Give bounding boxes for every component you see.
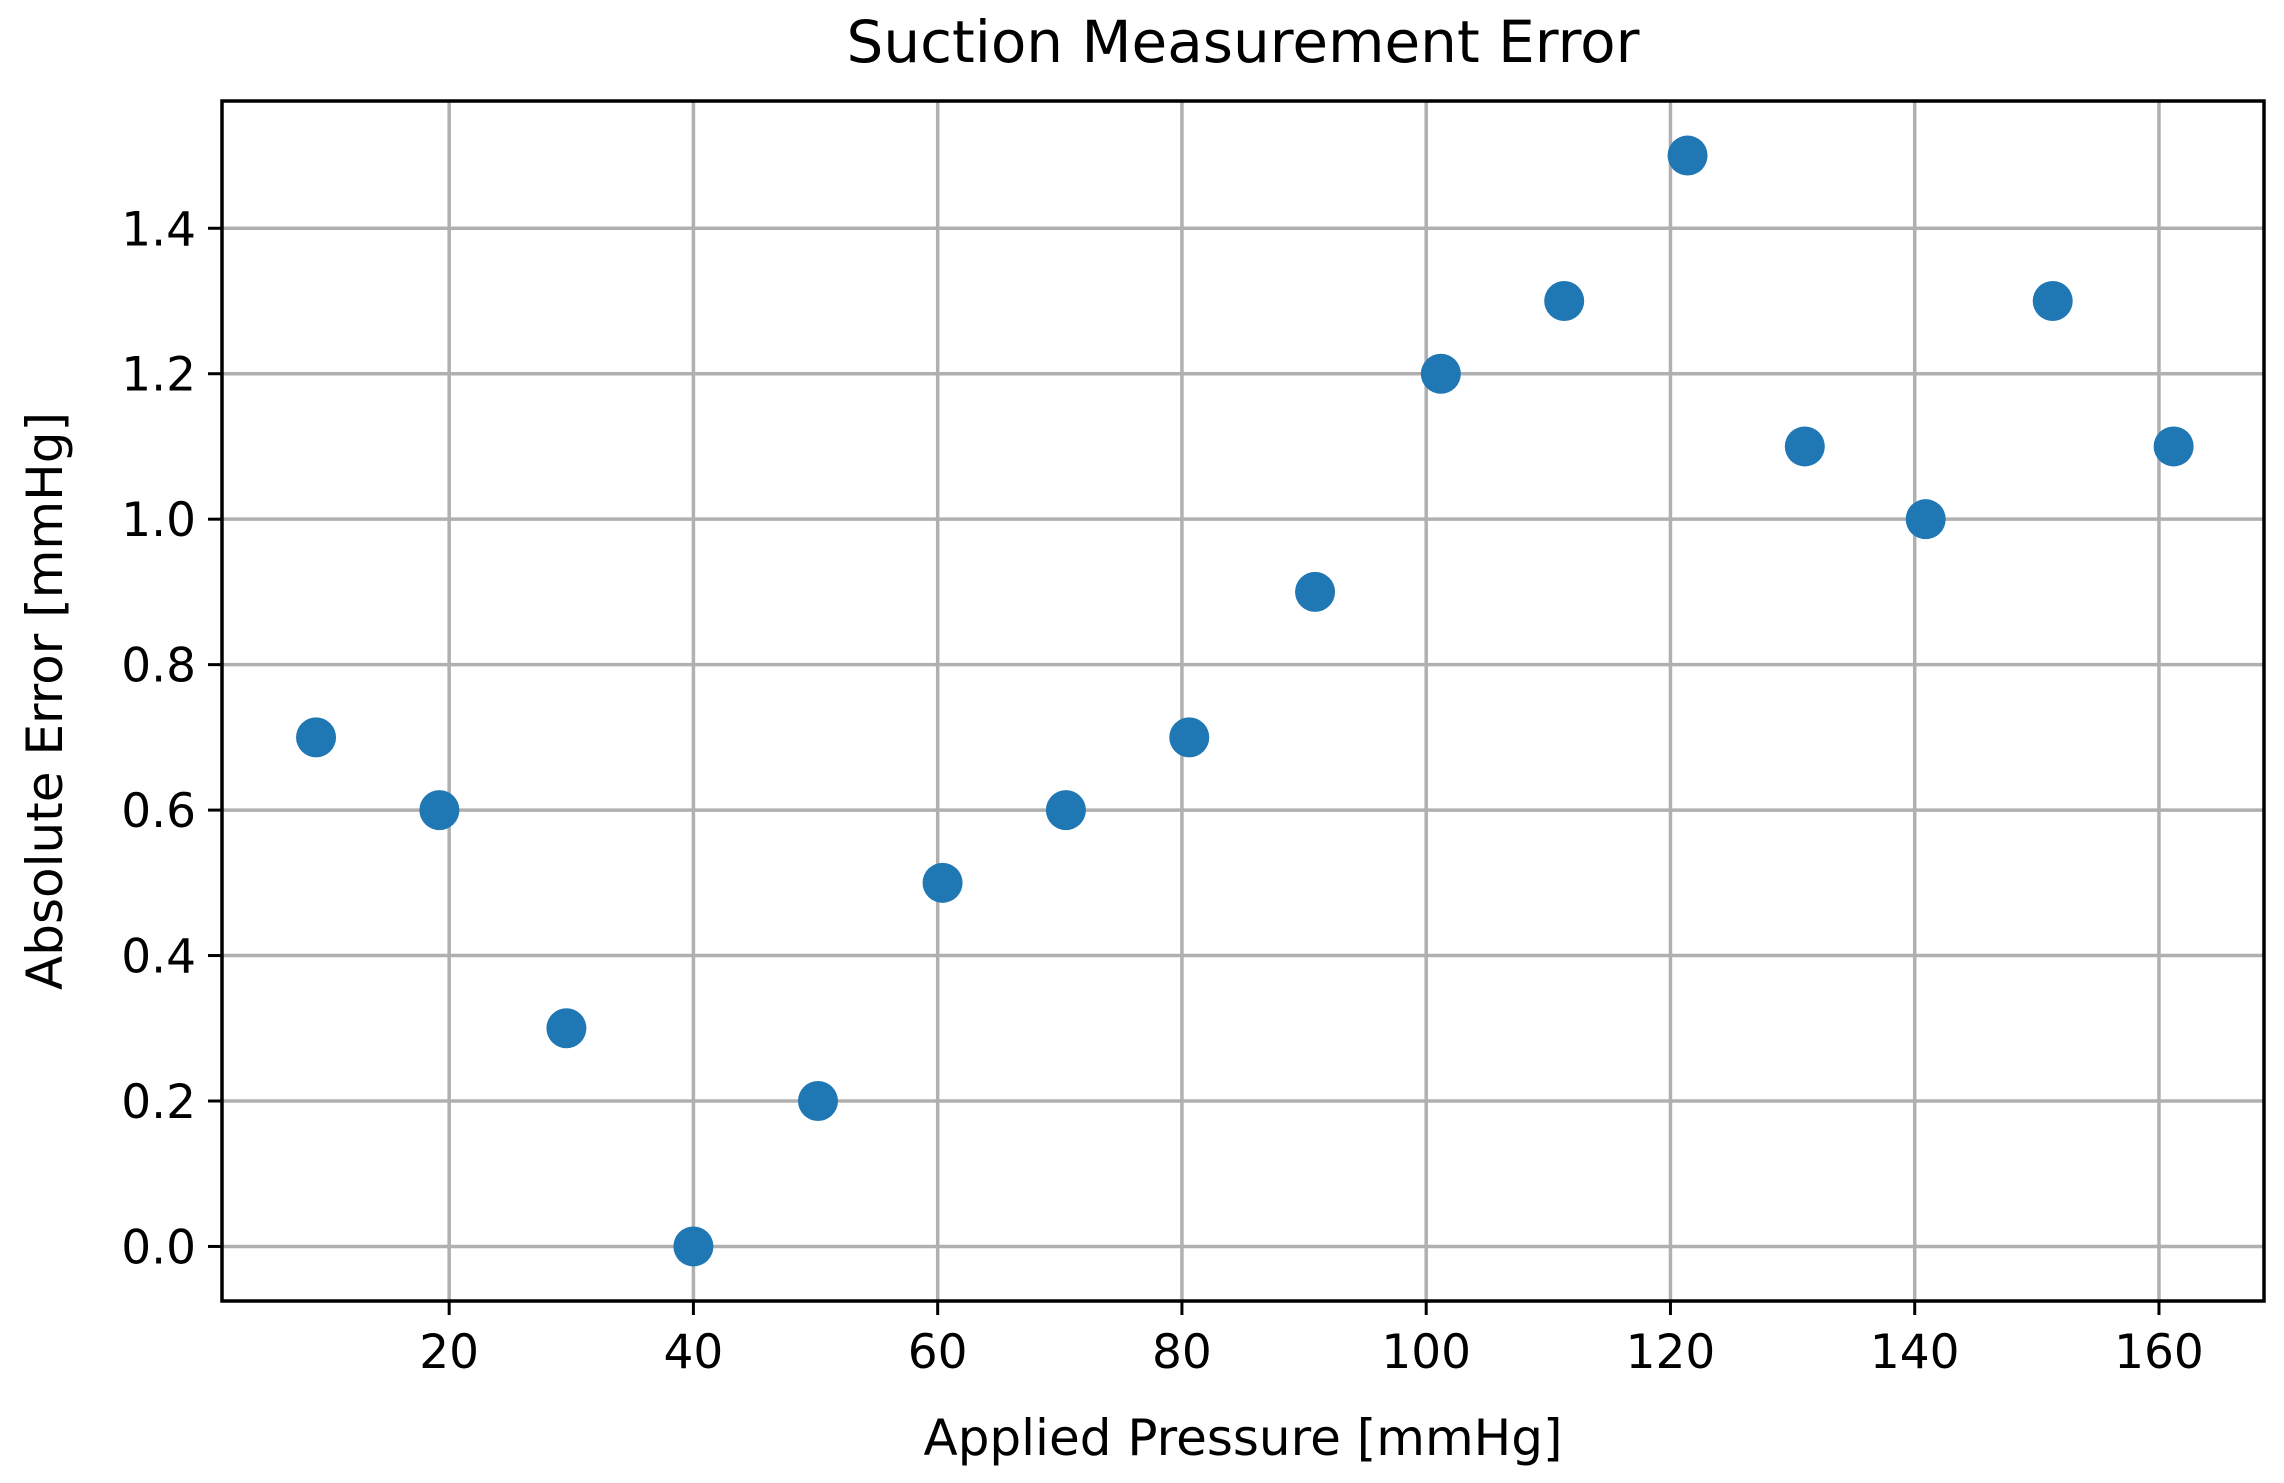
chart-title: Suction Measurement Error [847,8,1640,76]
data-point [419,790,460,831]
x-axis-label: Applied Pressure [mmHg] [923,1409,1562,1467]
data-point [1169,717,1210,758]
y-tick-label: 0.0 [121,1220,196,1275]
y-tick-label: 0.8 [121,639,196,694]
data-point [922,862,963,903]
x-tick-label: 80 [1152,1325,1212,1380]
data-point [296,717,337,758]
plot-frame [220,99,2266,1303]
data-point [1905,499,1946,540]
y-tick-label: 0.6 [121,784,196,839]
data-point [673,1226,714,1267]
data-point [1667,135,1708,176]
x-tick-label: 40 [664,1325,724,1380]
x-tick-label: 100 [1381,1325,1471,1380]
y-axis-label: Absolute Error [mmHg] [16,412,74,990]
data-point [1420,353,1461,394]
data-point [2032,281,2073,321]
data-point [1045,790,1086,831]
y-tick-label: 0.2 [121,1075,196,1130]
y-tick-label: 1.2 [121,348,196,403]
data-points [296,135,2194,1267]
data-point [1784,426,1825,467]
data-point [546,1008,587,1049]
x-tick-label: 160 [2114,1325,2204,1380]
x-axis: 20 40 60 80 100 120 140 160 [419,1301,2204,1380]
x-tick-label: 120 [1626,1325,1716,1380]
x-tick-label: 140 [1870,1325,1960,1380]
y-tick-label: 1.0 [121,493,196,548]
data-point [1544,281,1585,321]
y-tick-label: 1.4 [121,202,196,257]
x-tick-label: 20 [419,1325,479,1380]
data-point [1295,571,1336,612]
y-tick-label: 0.4 [121,930,196,985]
x-tick-label: 60 [908,1325,968,1380]
data-point [797,1081,838,1121]
data-point [2153,426,2194,467]
y-axis: 0.0 0.2 0.4 0.6 0.8 1.0 1.2 1.4 [121,202,222,1275]
